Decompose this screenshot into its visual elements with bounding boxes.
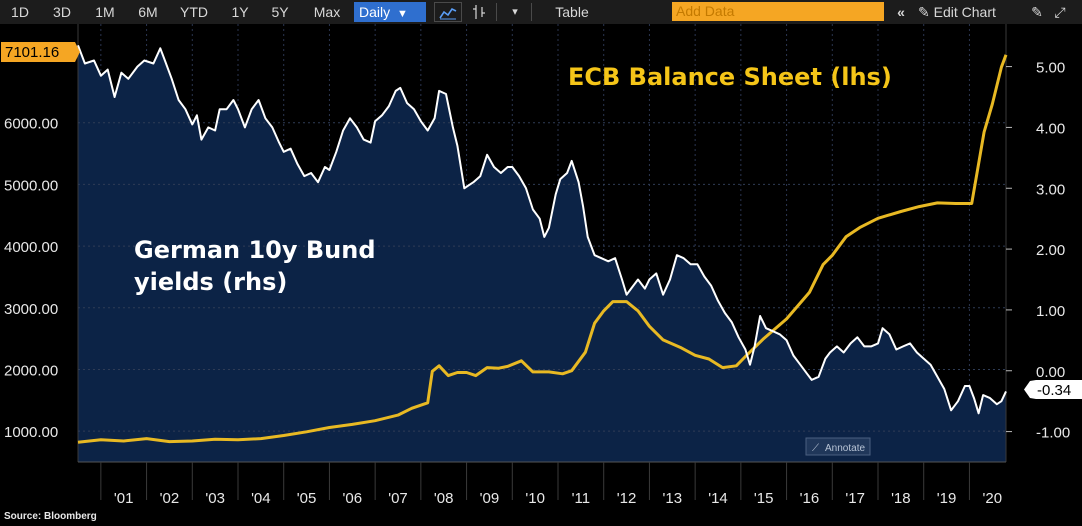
left-last-value: 7101.16	[5, 44, 59, 61]
x-tick-label: '09	[480, 490, 500, 507]
edit-chart-button[interactable]: ✎ Edit Chart	[918, 2, 1024, 22]
x-tick-label: '04	[251, 490, 271, 507]
x-tick-label: '16	[800, 490, 820, 507]
table-button[interactable]: Table	[555, 4, 589, 20]
range-1m-button[interactable]: 1M	[95, 4, 115, 20]
x-tick-label: '14	[708, 490, 728, 507]
x-tick-label: '15	[754, 490, 774, 507]
bund-annotation-line1: German 10y Bund	[134, 236, 376, 264]
x-tick-label: '02	[160, 490, 180, 507]
expand-icon[interactable]: ⤢	[1054, 4, 1066, 20]
range-6m-button[interactable]: 6M	[138, 4, 158, 20]
right-tick-label: 5.00	[1036, 60, 1065, 77]
x-tick-label: '08	[434, 490, 454, 507]
pencil-icon: ✎	[918, 4, 930, 20]
right-tick-label: 4.00	[1036, 120, 1065, 137]
left-tick-label: 3000.00	[4, 301, 58, 318]
add-data-placeholder: Add Data	[676, 3, 735, 19]
chevron-down-icon: ▼	[397, 8, 408, 20]
x-tick-label: '18	[891, 490, 911, 507]
range-max-button[interactable]: Max	[313, 4, 341, 20]
annotate-label: Annotate	[825, 443, 865, 454]
frequency-label: Daily	[359, 4, 391, 20]
x-tick-label: '01	[114, 490, 134, 507]
range-5y-button[interactable]: 5Y	[271, 4, 289, 20]
x-tick-label: '13	[663, 490, 683, 507]
line-chart-icon[interactable]	[434, 2, 462, 22]
left-tick-label: 6000.00	[4, 116, 58, 133]
chart-toolbar: 1D 3D 1M 6M YTD 1Y 5Y Max Daily ▼ ▾ Tabl…	[0, 0, 1082, 24]
x-tick-label: '05	[297, 490, 317, 507]
edit-chart-label: Edit Chart	[933, 4, 996, 20]
left-tick-label: 1000.00	[4, 424, 58, 441]
left-tick-label: 4000.00	[4, 239, 58, 256]
range-ytd-button[interactable]: YTD	[180, 4, 208, 20]
x-tick-label: '20	[983, 490, 1003, 507]
bund-yield-area	[78, 45, 1006, 463]
x-axis: '01 '02 '03 '04 '05 '06 '07 '08 '09 '10 '11 '12 '13 '…	[78, 461, 1006, 507]
x-tick-label: '11	[572, 490, 590, 507]
x-tick-label: '07	[388, 490, 408, 507]
right-axis: -1.00 0.00 1.00 2.00 3.00 4.00 5.00	[1006, 60, 1070, 442]
right-tick-label: 3.00	[1036, 181, 1065, 198]
frequency-dropdown[interactable]: Daily ▼	[354, 2, 426, 22]
range-1y-button[interactable]: 1Y	[231, 4, 249, 20]
x-tick-label: '17	[845, 490, 865, 507]
right-last-value-badge: -0.34	[1024, 380, 1082, 399]
right-tick-label: -1.00	[1036, 425, 1070, 442]
left-axis: 1000.00 2000.00 3000.00 4000.00 5000.00 6000.…	[4, 116, 58, 441]
ecb-balance-sheet-line	[77, 54, 1008, 444]
x-tick-label: '10	[525, 490, 545, 507]
annotate-pencil-icon: ⟋	[812, 443, 819, 454]
edit-icon[interactable]: ✎	[1031, 4, 1043, 20]
left-tick-label: 2000.00	[4, 362, 58, 379]
x-tick-label: '12	[617, 490, 637, 507]
annotate-button[interactable]: ⟋ Annotate	[805, 437, 871, 456]
x-tick-label: '03	[205, 490, 225, 507]
bund-yield-line	[77, 44, 1007, 415]
candlestick-icon[interactable]	[468, 2, 490, 22]
range-3d-button[interactable]: 3D	[53, 4, 71, 20]
left-tick-label: 5000.00	[4, 177, 58, 194]
add-data-field[interactable]: Add Data	[672, 2, 884, 21]
left-last-value-badge: 7101.16	[1, 42, 80, 62]
range-1d-button[interactable]: 1D	[11, 4, 29, 20]
right-tick-label: 2.00	[1036, 242, 1065, 259]
chart-type-dropdown-icon[interactable]: ▾	[512, 6, 518, 18]
right-last-value: -0.34	[1037, 382, 1071, 399]
x-tick-label: '19	[937, 490, 957, 507]
ecb-annotation: ECB Balance Sheet (lhs)	[568, 63, 892, 91]
bund-annotation-line2: yields (rhs)	[134, 268, 287, 296]
source-note: Source: Bloomberg	[4, 511, 97, 522]
y-gridlines	[77, 24, 1007, 462]
collapse-left-icon[interactable]: «	[897, 4, 905, 20]
x-tick-label: '06	[343, 490, 363, 507]
right-tick-label: 0.00	[1036, 364, 1065, 381]
right-tick-label: 1.00	[1036, 303, 1065, 320]
